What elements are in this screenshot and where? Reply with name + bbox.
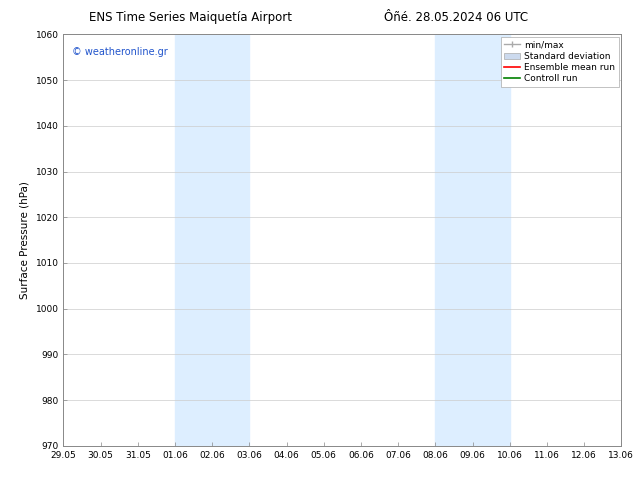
- Bar: [175, 34, 249, 446]
- Bar: [436, 34, 510, 446]
- Legend: min/max, Standard deviation, Ensemble mean run, Controll run: min/max, Standard deviation, Ensemble me…: [500, 37, 619, 87]
- Text: Ôñé. 28.05.2024 06 UTC: Ôñé. 28.05.2024 06 UTC: [384, 11, 529, 24]
- Text: © weatheronline.gr: © weatheronline.gr: [72, 47, 167, 57]
- Y-axis label: Surface Pressure (hPa): Surface Pressure (hPa): [20, 181, 30, 299]
- Text: ENS Time Series Maiquetía Airport: ENS Time Series Maiquetía Airport: [89, 11, 292, 24]
